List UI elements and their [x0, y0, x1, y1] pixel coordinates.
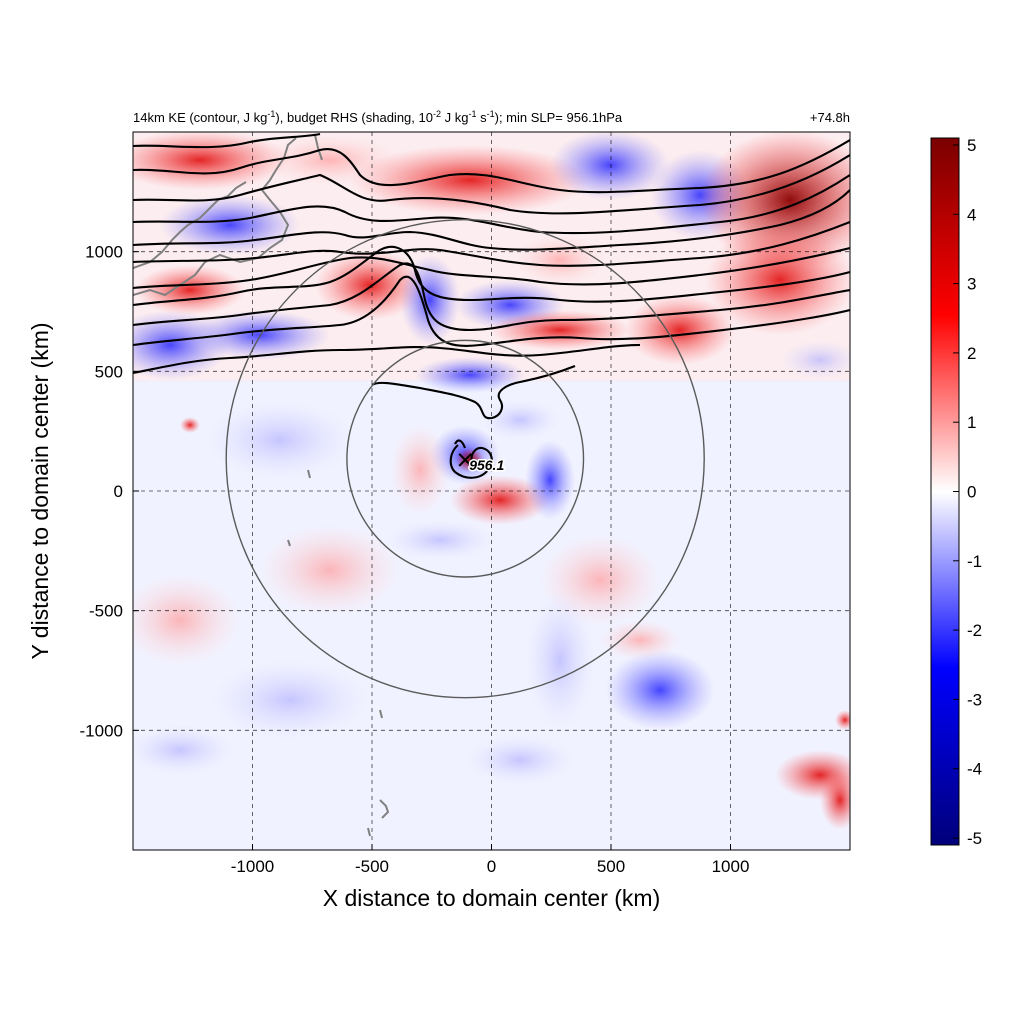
shading-blob: [465, 735, 575, 785]
colorbar-tick-label: -1: [967, 552, 982, 571]
shading-blob: [210, 660, 370, 740]
coastline: [314, 134, 323, 161]
ke-contour: [133, 275, 850, 347]
ke-contour: [454, 439, 466, 449]
shading-blob: [205, 400, 355, 480]
colorbar-tick-label: 4: [967, 205, 976, 224]
shading-blob: [180, 417, 200, 433]
coastline: [379, 709, 383, 719]
colorbar-tick-label: 0: [967, 483, 976, 502]
ke-contour: [133, 154, 850, 215]
ke-contour: [133, 343, 641, 375]
plot-area: 956.1: [132, 131, 851, 851]
shading-blob: [415, 357, 525, 393]
shading-blob: [525, 590, 595, 730]
chart-title: 14km KE (contour, J kg-1), budget RHS (s…: [133, 109, 623, 125]
storm-center-marker: 956.1: [458, 453, 506, 474]
ke-contours: [133, 132, 850, 479]
shading-blob: [385, 520, 495, 560]
x-tick-label: -1000: [231, 857, 274, 876]
shading-blob: [133, 575, 240, 665]
x-axis: -1000 -500 0 500 1000: [231, 844, 750, 876]
coastline: [367, 827, 371, 837]
y-tick-label: -1000: [80, 721, 123, 740]
shading-field: [133, 132, 850, 850]
y-axis-title: Y distance to domain center (km): [27, 322, 53, 659]
x-tick-label: 1000: [712, 857, 750, 876]
shading-blob: [820, 770, 850, 830]
coastline: [133, 137, 297, 297]
shading-blob: [480, 400, 560, 440]
coastline: [287, 539, 291, 547]
y-tick-label: 0: [114, 482, 123, 501]
shading-blob: [835, 710, 850, 730]
shading-blob: [133, 725, 235, 775]
forecast-hour-label: +74.8h: [810, 110, 850, 125]
ke-contour: [133, 262, 850, 332]
colorbar-ticks: 5 4 3 2 1 0 -1 -2 -3 -4 -5: [953, 136, 982, 848]
colorbar-tick-label: 1: [967, 413, 976, 432]
shading-blob: [456, 448, 484, 472]
shading-blob: [450, 475, 550, 525]
y-tick-label: 1000: [85, 243, 123, 262]
shading-blob: [605, 650, 715, 730]
y-axis: -1000 -500 0 500 1000: [80, 243, 139, 740]
colorbar-tick-label: 3: [967, 275, 976, 294]
shading-blob: [525, 440, 575, 520]
shading-blob: [515, 235, 605, 285]
distance-rings: [225, 218, 705, 699]
shading-blob: [490, 310, 630, 350]
shading-blob: [780, 340, 850, 380]
distance-ring: [346, 339, 585, 578]
x-tick-label: 0: [487, 857, 496, 876]
y-tick-label: 500: [95, 362, 123, 381]
coastline: [307, 469, 311, 479]
shading-blob: [390, 425, 450, 515]
colorbar-tick-label: -5: [967, 829, 982, 848]
colorbar: 5 4 3 2 1 0 -1 -2 -3 -4 -5: [930, 136, 982, 848]
min-slp-label: 956.1: [469, 457, 504, 473]
distance-ring: [225, 218, 705, 699]
x-axis-title: X distance to domain center (km): [323, 885, 660, 911]
coastline: [379, 799, 390, 819]
colorbar-tick-label: 2: [967, 344, 976, 363]
colorbar-tick-label: 5: [967, 136, 976, 155]
shading-blob: [775, 750, 850, 800]
x-tick-label: 500: [597, 857, 625, 876]
shading-blob: [160, 195, 300, 255]
shading-blob: [600, 620, 680, 660]
shading-blob: [550, 132, 670, 200]
shading-blob: [260, 525, 400, 615]
x-tick-label: -500: [355, 857, 389, 876]
ke-contour: [133, 139, 850, 194]
shading-blob: [400, 255, 460, 345]
y-tick-label: -500: [89, 602, 123, 621]
ke-contour: [449, 444, 493, 479]
storm-center-cross: [458, 453, 472, 467]
colorbar-tick-label: -3: [967, 690, 982, 709]
shading-blob: [625, 295, 735, 365]
ke-contour: [133, 246, 850, 290]
ke-contour: [133, 189, 850, 251]
ke-contour: [133, 132, 321, 149]
ke-contour: [133, 174, 850, 235]
colorbar-tick-label: -2: [967, 621, 982, 640]
ke-contour: [133, 221, 850, 267]
ke-contour: [371, 365, 576, 420]
colorbar-tick-label: -4: [967, 760, 982, 779]
